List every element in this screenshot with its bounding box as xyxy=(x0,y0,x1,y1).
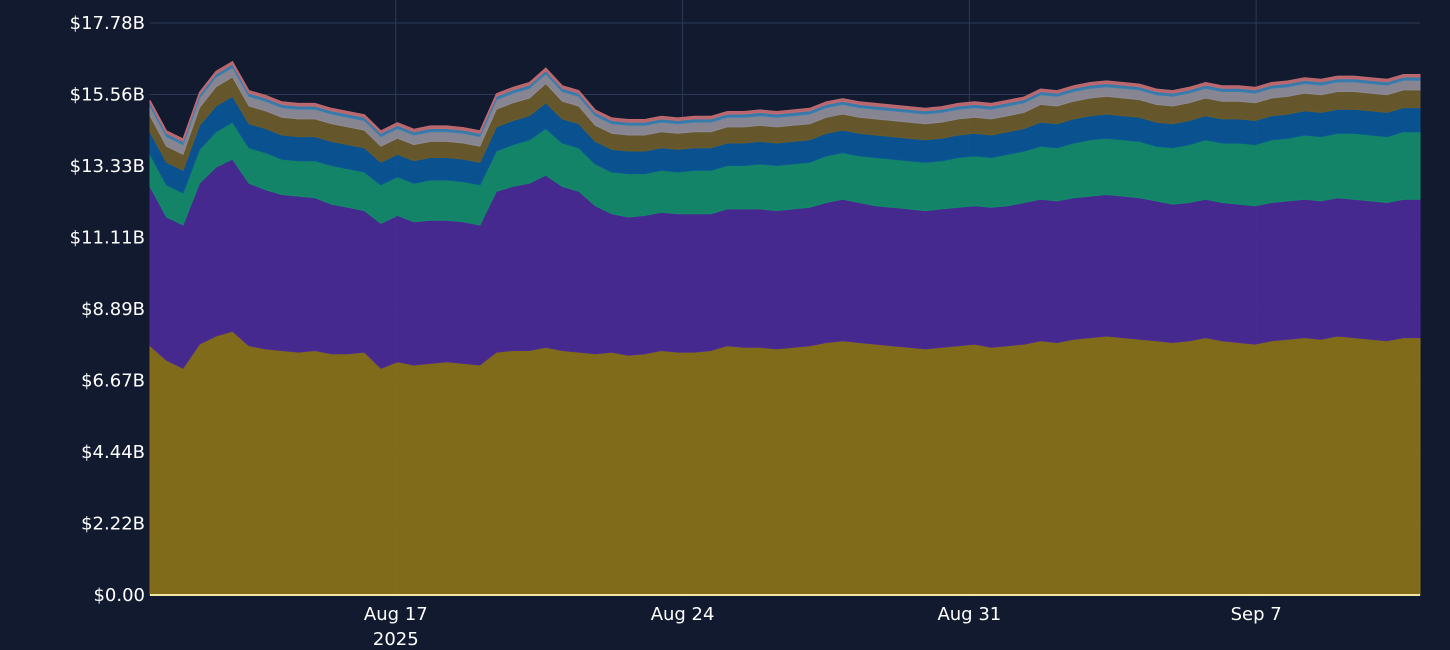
x-tick-year-label: 2025 xyxy=(373,629,419,650)
y-tick-label: $0.00 xyxy=(93,585,145,606)
area-series-1 xyxy=(149,330,1421,596)
y-tick-label: $2.22B xyxy=(81,514,145,535)
area-series-group xyxy=(149,60,1421,596)
y-tick-label: $13.33B xyxy=(70,156,145,177)
y-tick-label: $8.89B xyxy=(81,299,145,320)
y-tick-label: $17.78B xyxy=(70,13,145,34)
x-tick-label: Sep 7 xyxy=(1231,604,1282,625)
x-tick-label: Aug 31 xyxy=(937,604,1001,625)
y-tick-label: $4.44B xyxy=(81,442,145,463)
axes: $0.00 $2.22B $4.44B $6.67B $8.89B $11.11B $13.… xyxy=(70,13,1420,650)
x-tick-label: Aug 17 xyxy=(364,604,428,625)
y-tick-label: $15.56B xyxy=(70,85,145,106)
x-tick-label: Aug 24 xyxy=(651,604,715,625)
area-series-8 xyxy=(149,60,1421,143)
y-tick-label: $6.67B xyxy=(81,371,145,392)
y-tick-label: $11.11B xyxy=(70,228,145,249)
